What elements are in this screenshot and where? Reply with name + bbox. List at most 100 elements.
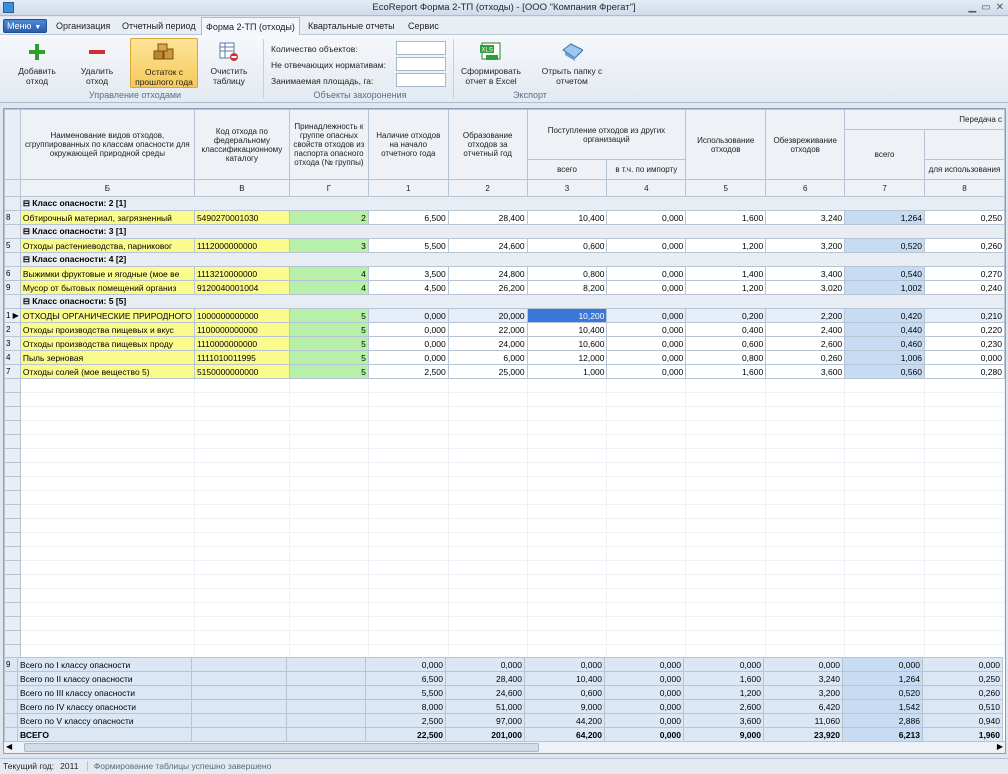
value-cell[interactable]: 0,000: [923, 350, 1005, 365]
value-cell[interactable]: 12,000: [526, 350, 608, 365]
occupied-area-input[interactable]: [396, 73, 446, 87]
value-cell[interactable]: 26,200: [447, 280, 528, 295]
maximize-icon[interactable]: ▭: [981, 2, 991, 13]
value-cell[interactable]: 24,600: [447, 238, 528, 253]
value-cell[interactable]: 24,000: [447, 336, 528, 351]
waste-name-cell[interactable]: Отходы растениеводства, парниковог: [19, 238, 195, 253]
waste-grid[interactable]: Наименование видов отходов, сгруппирован…: [3, 108, 1006, 754]
waste-name-cell[interactable]: Мусор от бытовых помещений организ: [19, 280, 195, 295]
value-cell[interactable]: 8,200: [526, 280, 608, 295]
scroll-right-icon[interactable]: ▶: [996, 742, 1003, 751]
value-cell[interactable]: 1,264: [844, 210, 925, 225]
value-cell[interactable]: 0,560: [844, 364, 925, 379]
open-report-folder-button[interactable]: Отрыть папку с отчетом: [540, 41, 604, 86]
table-row[interactable]: 8 Обтирочный материал, загрязненный 549027…: [4, 210, 1005, 225]
table-row[interactable]: 5 Отходы растениеводства, парниковог 11120…: [4, 238, 1005, 253]
app-menu-button[interactable]: Меню ▼: [3, 19, 47, 33]
class-group-row[interactable]: ⊟ Класс опасности: 4 [2]: [4, 252, 1005, 267]
delete-waste-button[interactable]: Удалить отход: [74, 41, 120, 86]
table-row[interactable]: 2 Отходы производства пищевых и вкус 11000…: [4, 322, 1005, 337]
value-cell[interactable]: 0,460: [844, 336, 925, 351]
value-cell[interactable]: 3,600: [765, 364, 846, 379]
waste-name-cell[interactable]: Обтирочный материал, загрязненный: [19, 210, 195, 225]
value-cell[interactable]: 0,600: [526, 238, 608, 253]
value-cell[interactable]: 0,800: [526, 266, 608, 281]
value-cell[interactable]: 0,000: [606, 280, 687, 295]
value-cell[interactable]: 10,200: [526, 308, 608, 323]
total-row[interactable]: Всего по II классу опасности 6,500 28,400 1…: [4, 671, 1003, 686]
hazard-group-cell[interactable]: 2: [288, 210, 369, 225]
value-cell[interactable]: 0,240: [923, 280, 1005, 295]
value-cell[interactable]: 0,440: [844, 322, 925, 337]
total-row[interactable]: Всего по III классу опасности 5,500 24,600…: [4, 685, 1003, 700]
table-row[interactable]: 1 ▶ ОТХОДЫ ОРГАНИЧЕСКИЕ ПРИРОДНОГО 1000000…: [4, 308, 1005, 323]
carry-over-button[interactable]: Остаток с прошлого года: [130, 38, 198, 88]
value-cell[interactable]: 24,800: [447, 266, 528, 281]
value-cell[interactable]: 3,500: [367, 266, 449, 281]
tab-service[interactable]: Сервис: [408, 21, 439, 31]
value-cell[interactable]: 0,210: [923, 308, 1005, 323]
table-row[interactable]: 6 Выжимки фруктовые и ягодные (мое ве 1113…: [4, 266, 1005, 281]
waste-code-cell[interactable]: 1113210000000: [193, 266, 290, 281]
value-cell[interactable]: 1,002: [844, 280, 925, 295]
hazard-group-cell[interactable]: 5: [288, 308, 369, 323]
objects-count-input[interactable]: [396, 41, 446, 55]
minimize-icon[interactable]: ▁: [968, 2, 977, 13]
value-cell[interactable]: 2,400: [765, 322, 846, 337]
value-cell[interactable]: 25,000: [447, 364, 528, 379]
value-cell[interactable]: 1,600: [685, 364, 767, 379]
scroll-thumb[interactable]: [24, 743, 539, 752]
waste-name-cell[interactable]: ОТХОДЫ ОРГАНИЧЕСКИЕ ПРИРОДНОГО: [19, 308, 195, 323]
value-cell[interactable]: 0,000: [606, 266, 687, 281]
value-cell[interactable]: 2,500: [367, 364, 449, 379]
tab-reporting-period[interactable]: Отчетный период: [122, 21, 196, 31]
value-cell[interactable]: 0,000: [606, 210, 687, 225]
value-cell[interactable]: 0,000: [606, 238, 687, 253]
waste-code-cell[interactable]: 1111010011995: [193, 350, 290, 365]
value-cell[interactable]: 5,500: [367, 238, 449, 253]
value-cell[interactable]: 2,200: [765, 308, 846, 323]
value-cell[interactable]: 10,600: [526, 336, 608, 351]
table-row[interactable]: 4 Пыль зерновая 1111010011995 5 0,000 6,000 12…: [4, 350, 1005, 365]
value-cell[interactable]: 22,000: [447, 322, 528, 337]
value-cell[interactable]: 3,200: [765, 238, 846, 253]
value-cell[interactable]: 0,000: [606, 322, 687, 337]
waste-code-cell[interactable]: 1112000000000: [193, 238, 290, 253]
value-cell[interactable]: 1,200: [685, 280, 767, 295]
total-row[interactable]: Всего по V классу опасности 2,500 97,000 44…: [4, 713, 1003, 728]
value-cell[interactable]: 0,000: [367, 308, 449, 323]
value-cell[interactable]: 0,260: [923, 238, 1005, 253]
horizontal-scrollbar[interactable]: ◀ ▶: [4, 741, 1005, 753]
value-cell[interactable]: 0,800: [685, 350, 767, 365]
waste-code-cell[interactable]: 1110000000000: [193, 336, 290, 351]
value-cell[interactable]: 2,600: [765, 336, 846, 351]
hazard-group-cell[interactable]: 4: [288, 280, 369, 295]
hazard-group-cell[interactable]: 3: [288, 238, 369, 253]
value-cell[interactable]: 0,260: [765, 350, 846, 365]
table-row[interactable]: 3 Отходы производства пищевых проду 111000…: [4, 336, 1005, 351]
clear-table-button[interactable]: Очистить таблицу: [204, 41, 254, 86]
value-cell[interactable]: 6,500: [367, 210, 449, 225]
value-cell[interactable]: 6,000: [447, 350, 528, 365]
tab-form-2tp[interactable]: Форма 2-ТП (отходы): [201, 17, 300, 35]
value-cell[interactable]: 0,000: [367, 350, 449, 365]
waste-code-cell[interactable]: 5150000000000: [193, 364, 290, 379]
total-row[interactable]: ВСЕГО 22,500 201,000 64,200 0,000 9,000 23,920…: [4, 727, 1003, 742]
waste-code-cell[interactable]: 1000000000000: [193, 308, 290, 323]
value-cell[interactable]: 0,600: [685, 336, 767, 351]
total-row[interactable]: 9 Всего по I классу опасности 0,000 0,000 0,…: [4, 657, 1003, 672]
add-waste-button[interactable]: Добавить отход: [12, 41, 62, 86]
value-cell[interactable]: 1,200: [685, 238, 767, 253]
scroll-left-icon[interactable]: ◀: [6, 742, 13, 751]
value-cell[interactable]: 10,400: [526, 322, 608, 337]
waste-code-cell[interactable]: 5490270001030: [193, 210, 290, 225]
table-row[interactable]: 9 Мусор от бытовых помещений организ 91200…: [4, 280, 1005, 295]
value-cell[interactable]: 0,000: [606, 336, 687, 351]
waste-name-cell[interactable]: Отходы солей (мое вещество 5): [19, 364, 195, 379]
non-compliant-input[interactable]: [396, 57, 446, 71]
table-row[interactable]: 7 Отходы солей (мое вещество 5) 5150000000…: [4, 364, 1005, 379]
export-excel-button[interactable]: XLS Сформировать отчет в Excel: [458, 41, 524, 86]
hazard-group-cell[interactable]: 5: [288, 322, 369, 337]
value-cell[interactable]: 0,420: [844, 308, 925, 323]
value-cell[interactable]: 0,000: [367, 336, 449, 351]
